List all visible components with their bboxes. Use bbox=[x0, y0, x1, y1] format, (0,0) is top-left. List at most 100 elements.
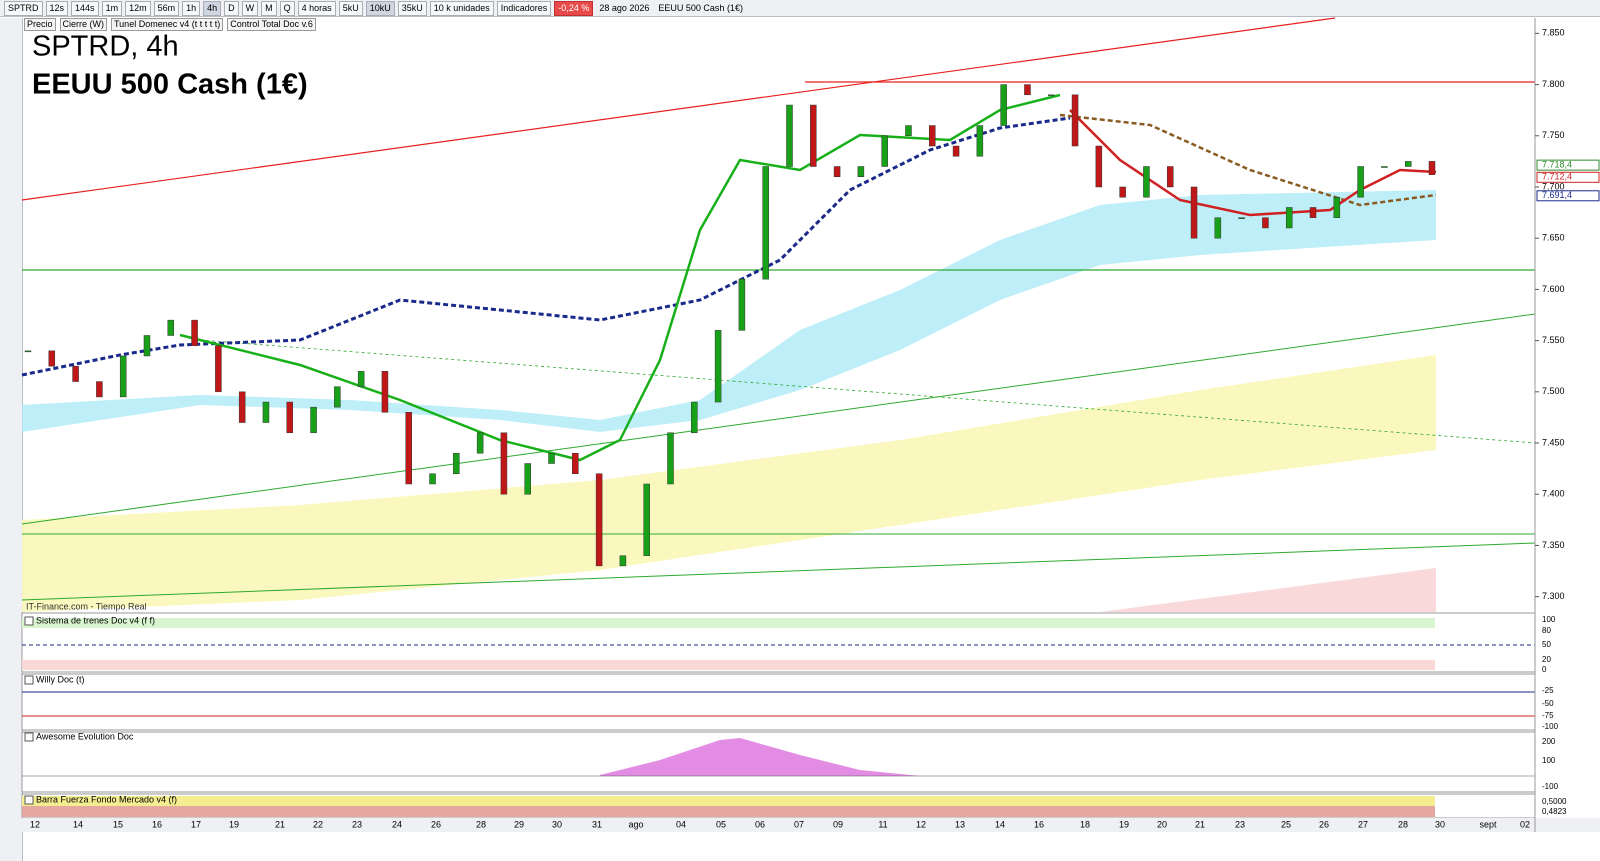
candle bbox=[1166, 166, 1174, 188]
date-label: 17 bbox=[191, 819, 201, 829]
candle bbox=[1333, 196, 1341, 218]
candle bbox=[929, 125, 936, 147]
date-label: 13 bbox=[955, 819, 965, 829]
candle bbox=[1285, 207, 1293, 229]
date-label: ago bbox=[628, 819, 643, 829]
price-label: 7.850 bbox=[1542, 28, 1565, 38]
candle bbox=[881, 135, 888, 167]
price-label: 7.700 bbox=[1542, 181, 1565, 191]
strength-bar bbox=[22, 796, 1435, 806]
toolbar-item[interactable]: Indicadores bbox=[496, 0, 552, 16]
candle bbox=[643, 483, 650, 556]
toolbar-item[interactable]: SPTRD bbox=[4, 0, 43, 16]
candle bbox=[143, 335, 151, 357]
date-label: 23 bbox=[1235, 819, 1245, 829]
panel-title: Willy Doc (t) bbox=[36, 674, 85, 684]
candle bbox=[976, 125, 984, 157]
price-label: 7.600 bbox=[1542, 284, 1565, 294]
toolbar-item[interactable]: 4h bbox=[203, 0, 222, 16]
toolbar-item[interactable]: 144s bbox=[71, 0, 99, 16]
toolbar-item[interactable]: Precio bbox=[24, 18, 56, 31]
date-label: 12 bbox=[30, 819, 40, 829]
panel-axis-label: -100 bbox=[1542, 722, 1559, 731]
candle bbox=[262, 401, 270, 423]
candle bbox=[119, 355, 127, 398]
left-toolbar bbox=[0, 18, 23, 861]
panel-icon bbox=[24, 795, 34, 805]
candle bbox=[1024, 84, 1031, 96]
candle bbox=[1048, 94, 1055, 97]
toolbar-item[interactable]: 35kU bbox=[397, 0, 427, 16]
toolbar-item[interactable]: 56m bbox=[153, 0, 180, 16]
candle bbox=[24, 350, 32, 353]
toolbar-item[interactable]: Q bbox=[279, 0, 295, 16]
candle bbox=[905, 125, 912, 137]
date-label: 18 bbox=[1080, 819, 1090, 829]
candle bbox=[738, 278, 746, 331]
trendline bbox=[21, 542, 1536, 601]
toolbar-item[interactable]: 12s bbox=[45, 0, 69, 16]
panel bbox=[21, 673, 1536, 731]
panel-axis-label: 0,4823 bbox=[1542, 807, 1567, 816]
candle bbox=[714, 330, 722, 403]
date-label: 19 bbox=[229, 819, 239, 829]
toolbar-item: -0,24 % bbox=[554, 0, 594, 16]
price-label: 7.300 bbox=[1542, 591, 1565, 601]
toolbar-item[interactable]: M bbox=[261, 0, 277, 16]
candle bbox=[1214, 217, 1222, 239]
price-marker-label: 7.718,4 bbox=[1542, 160, 1572, 170]
panel-axis-label: -50 bbox=[1542, 699, 1554, 708]
panel-icon bbox=[24, 675, 34, 685]
candle bbox=[1381, 166, 1388, 168]
toolbar-item[interactable]: W bbox=[241, 0, 259, 16]
toolbar-item[interactable]: 12m bbox=[125, 0, 151, 16]
toolbar-item[interactable]: 1m bbox=[101, 0, 123, 16]
candle bbox=[952, 145, 960, 157]
price-marker bbox=[1536, 159, 1600, 171]
candle bbox=[453, 453, 460, 474]
price-label: 7.550 bbox=[1542, 335, 1565, 345]
toolbar-item[interactable]: Tunel Domenec v4 (t t t t t) bbox=[111, 18, 224, 31]
date-label: 25 bbox=[1281, 819, 1291, 829]
candle bbox=[572, 453, 579, 474]
panel-axis-label: 80 bbox=[1542, 626, 1551, 635]
toolbar-item[interactable]: 4 horas bbox=[297, 0, 336, 16]
toolbar: SPTRD 12s 144s 1m 12m 56m 1h 4h D W M Q 4 horas 5kU 10… bbox=[0, 0, 1600, 17]
toolbar-item[interactable]: Control Total Doc v.6 bbox=[227, 18, 316, 31]
price-label: 7.500 bbox=[1542, 386, 1565, 396]
toolbar-item[interactable]: D bbox=[224, 0, 239, 16]
toolbar-item[interactable]: Cierre (W) bbox=[59, 18, 108, 31]
date-label: 15 bbox=[113, 819, 123, 829]
candle bbox=[334, 386, 341, 408]
candle bbox=[691, 401, 698, 434]
price-label: 7.750 bbox=[1542, 130, 1565, 140]
toolbar-item[interactable]: 5kU bbox=[338, 0, 363, 16]
candle bbox=[429, 473, 436, 485]
toolbar-item[interactable]: 10 k unidades bbox=[429, 0, 494, 16]
price-label: 7.450 bbox=[1542, 437, 1565, 447]
title: SPTRD, 4h bbox=[32, 31, 179, 63]
toolbar-item[interactable]: 1h bbox=[182, 0, 201, 16]
panel-axis-label: 0,5000 bbox=[1542, 797, 1567, 806]
candle bbox=[1404, 161, 1412, 167]
candle bbox=[619, 555, 627, 567]
date-label: 06 bbox=[755, 819, 765, 829]
date-label: 12 bbox=[916, 819, 926, 829]
candle bbox=[238, 391, 246, 423]
title: EEUU 500 Cash (1€) bbox=[32, 69, 308, 101]
candle bbox=[857, 166, 865, 177]
date-label: 14 bbox=[995, 819, 1005, 829]
date-label: 22 bbox=[313, 819, 323, 829]
price-marker bbox=[1536, 171, 1600, 183]
date-label: 21 bbox=[275, 819, 285, 829]
toolbar-item[interactable]: 10kU bbox=[365, 0, 395, 16]
date-label: 29 bbox=[514, 819, 524, 829]
toolbar-item: 28 ago 2026 bbox=[599, 2, 650, 13]
panel-icon bbox=[24, 616, 34, 626]
price-label: 7.400 bbox=[1542, 489, 1565, 499]
candle bbox=[215, 345, 222, 393]
date-label: 26 bbox=[431, 819, 441, 829]
candle bbox=[833, 166, 841, 177]
